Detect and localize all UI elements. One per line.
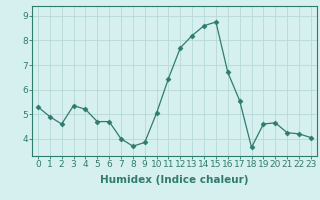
X-axis label: Humidex (Indice chaleur): Humidex (Indice chaleur) [100, 175, 249, 185]
